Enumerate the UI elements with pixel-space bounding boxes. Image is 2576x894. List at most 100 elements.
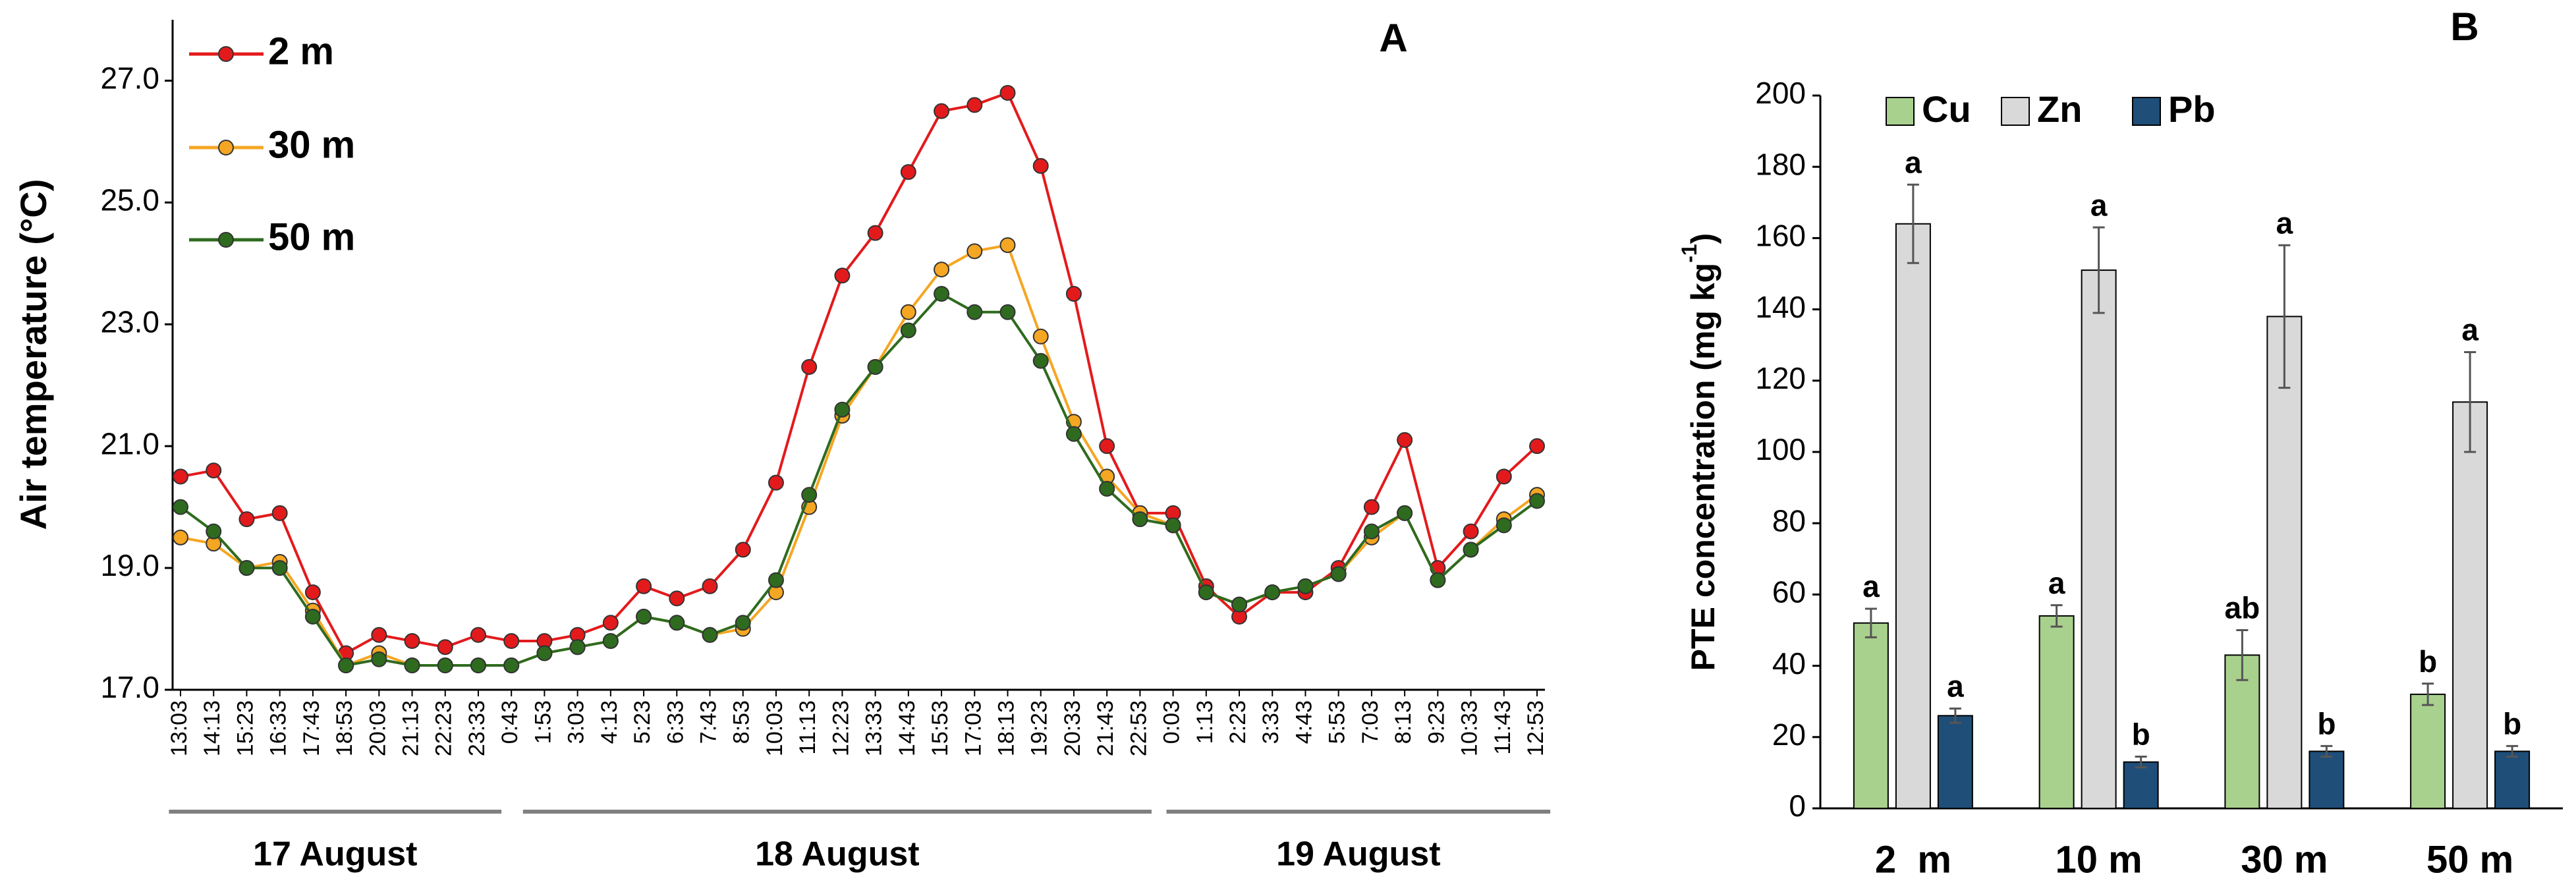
y-tick-label: 19.0: [100, 548, 159, 582]
data-point: [900, 322, 916, 339]
data-point: [999, 304, 1016, 320]
data-point: [569, 639, 586, 656]
y-axis-title-sup: -1: [1677, 244, 1701, 262]
data-point: [271, 560, 288, 576]
x-tick-label: 7:03: [1358, 700, 1383, 744]
data-point: [470, 657, 486, 674]
x-tick-label: 23:33: [464, 700, 490, 756]
data-point: [966, 243, 983, 260]
data-point: [1496, 468, 1512, 485]
error-bar: [1949, 708, 1961, 724]
y-tick-label: 60: [1772, 575, 1806, 609]
date-group-label: 18 August: [755, 835, 919, 874]
legend-swatch: [2001, 97, 2030, 126]
data-point: [338, 657, 354, 674]
x-tick-label: 22:23: [432, 700, 457, 756]
x-tick-label: 2 m: [1875, 838, 1951, 881]
legend-label: 30 m: [268, 123, 355, 166]
x-tick-label: 8:13: [1391, 700, 1416, 744]
data-point: [1099, 480, 1115, 497]
significance-letter: ab: [2225, 591, 2260, 625]
significance-letter: b: [2317, 706, 2336, 740]
data-point: [1397, 505, 1413, 521]
data-point: [206, 523, 222, 540]
data-point: [1065, 286, 1082, 302]
data-point: [768, 572, 784, 588]
x-tick-label: 10:03: [762, 700, 787, 756]
significance-letter: a: [2276, 206, 2293, 240]
significance-letter: a: [2461, 313, 2478, 347]
data-point: [867, 225, 883, 241]
x-tick-label: 15:53: [928, 700, 953, 756]
y-tick-label: 40: [1772, 646, 1806, 681]
data-point: [1264, 584, 1281, 601]
bar: [2081, 269, 2117, 809]
bar: [2309, 750, 2345, 809]
y-axis-title-text: PTE concentration (mg kg: [1685, 263, 1722, 671]
data-point: [636, 578, 652, 594]
error-bar: [2135, 756, 2147, 769]
data-point: [173, 468, 188, 485]
x-tick-label: 17:03: [961, 700, 986, 756]
y-axis-title: Air temperature (°C): [13, 179, 54, 530]
y-tick-label: 23.0: [100, 304, 159, 339]
data-point: [371, 627, 387, 643]
x-tick-label: 4:43: [1291, 700, 1316, 744]
x-tick-label: 9:23: [1424, 700, 1449, 744]
y-tick-label: 160: [1755, 219, 1806, 253]
error-bar: [2092, 226, 2105, 314]
x-tick-label: 18:53: [332, 700, 357, 756]
error-bar: [2464, 351, 2477, 453]
data-point: [999, 237, 1016, 254]
x-tick-label: 21:43: [1093, 700, 1118, 756]
data-point: [1529, 438, 1545, 455]
x-tick-label: 4:13: [597, 700, 622, 744]
data-point: [536, 645, 553, 661]
y-tick-label: 80: [1772, 503, 1806, 538]
bar: [1853, 622, 1889, 809]
data-point: [1231, 596, 1248, 613]
error-bar: [2278, 244, 2291, 389]
y-tick-label: 17.0: [100, 670, 159, 704]
legend-label: 2 m: [268, 30, 334, 72]
data-point: [1032, 328, 1049, 345]
bar: [1895, 223, 1931, 809]
data-point: [173, 499, 188, 515]
error-bar: [2236, 629, 2249, 681]
panel-label: B: [2450, 5, 2478, 49]
y-tick-label: 20: [1772, 717, 1806, 752]
x-tick-label: 0:03: [1160, 700, 1185, 744]
legend-label: Pb: [2168, 88, 2216, 130]
y-axis-title-end: ): [1685, 233, 1722, 244]
data-point: [966, 97, 983, 113]
error-bar: [2506, 744, 2519, 758]
y-tick-label: 0: [1789, 789, 1806, 823]
data-point: [934, 103, 950, 119]
significance-letter: a: [1905, 145, 1922, 179]
x-tick-label: 20:03: [365, 700, 390, 756]
y-tick-label: 27.0: [100, 61, 159, 96]
bar: [2123, 761, 2159, 810]
x-tick-label: 16:33: [266, 700, 291, 756]
panel-label: A: [1379, 16, 1407, 60]
data-point: [669, 615, 685, 631]
data-point: [934, 262, 950, 278]
data-point: [1463, 542, 1479, 558]
x-tick-label: 10:33: [1457, 700, 1482, 756]
legend-swatch: [2132, 97, 2161, 126]
x-tick-label: 21:13: [399, 700, 424, 756]
data-point: [867, 358, 883, 375]
data-point: [702, 627, 718, 643]
y-tick-label: 25.0: [100, 183, 159, 217]
data-point: [437, 639, 453, 656]
error-bar: [1907, 183, 1919, 264]
x-tick-label: 1:13: [1192, 700, 1218, 744]
x-tick-label: 3:03: [564, 700, 589, 744]
data-point: [801, 487, 818, 503]
data-point: [966, 304, 983, 320]
data-point: [1099, 438, 1115, 455]
error-bar: [2050, 604, 2063, 628]
data-point: [669, 590, 685, 607]
